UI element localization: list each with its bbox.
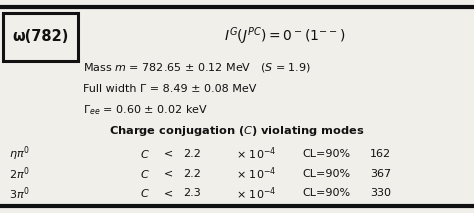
Text: $\times\ 10^{-4}$: $\times\ 10^{-4}$: [236, 185, 276, 202]
Text: Mass $m$ = 782.65 ± 0.12 MeV   ($S$ = 1.9): Mass $m$ = 782.65 ± 0.12 MeV ($S$ = 1.9): [83, 61, 311, 74]
Text: <: <: [164, 149, 173, 159]
Text: Charge conjugation ($C$) violating modes: Charge conjugation ($C$) violating modes: [109, 124, 365, 138]
Text: $I^G(J^{PC}) = 0^-(1^{--})$: $I^G(J^{PC}) = 0^-(1^{--})$: [224, 26, 345, 47]
Text: 2.2: 2.2: [183, 149, 201, 159]
Text: 2.2: 2.2: [183, 169, 201, 178]
Text: $C$: $C$: [140, 187, 149, 199]
Text: ω(782): ω(782): [13, 29, 69, 44]
Text: $C$: $C$: [140, 168, 149, 180]
Text: 162: 162: [370, 149, 391, 159]
Text: $\eta\pi^0$: $\eta\pi^0$: [9, 144, 29, 163]
Text: 330: 330: [370, 189, 391, 198]
Text: $3\pi^0$: $3\pi^0$: [9, 185, 29, 202]
Text: CL=90%: CL=90%: [302, 149, 351, 159]
FancyBboxPatch shape: [3, 13, 78, 61]
Text: <: <: [164, 189, 173, 198]
Text: Γ$_{ee}$ = 0.60 ± 0.02 keV: Γ$_{ee}$ = 0.60 ± 0.02 keV: [83, 104, 208, 117]
Text: <: <: [164, 169, 173, 178]
Text: CL=90%: CL=90%: [302, 169, 351, 178]
Text: 367: 367: [370, 169, 391, 178]
Text: CL=90%: CL=90%: [302, 189, 351, 198]
Text: $2\pi^0$: $2\pi^0$: [9, 165, 29, 182]
Text: $C$: $C$: [140, 148, 149, 160]
Text: 2.3: 2.3: [183, 189, 201, 198]
Text: $\times\ 10^{-4}$: $\times\ 10^{-4}$: [236, 145, 276, 162]
Text: $\times\ 10^{-4}$: $\times\ 10^{-4}$: [236, 165, 276, 182]
Text: Full width Γ = 8.49 ± 0.08 MeV: Full width Γ = 8.49 ± 0.08 MeV: [83, 84, 256, 94]
